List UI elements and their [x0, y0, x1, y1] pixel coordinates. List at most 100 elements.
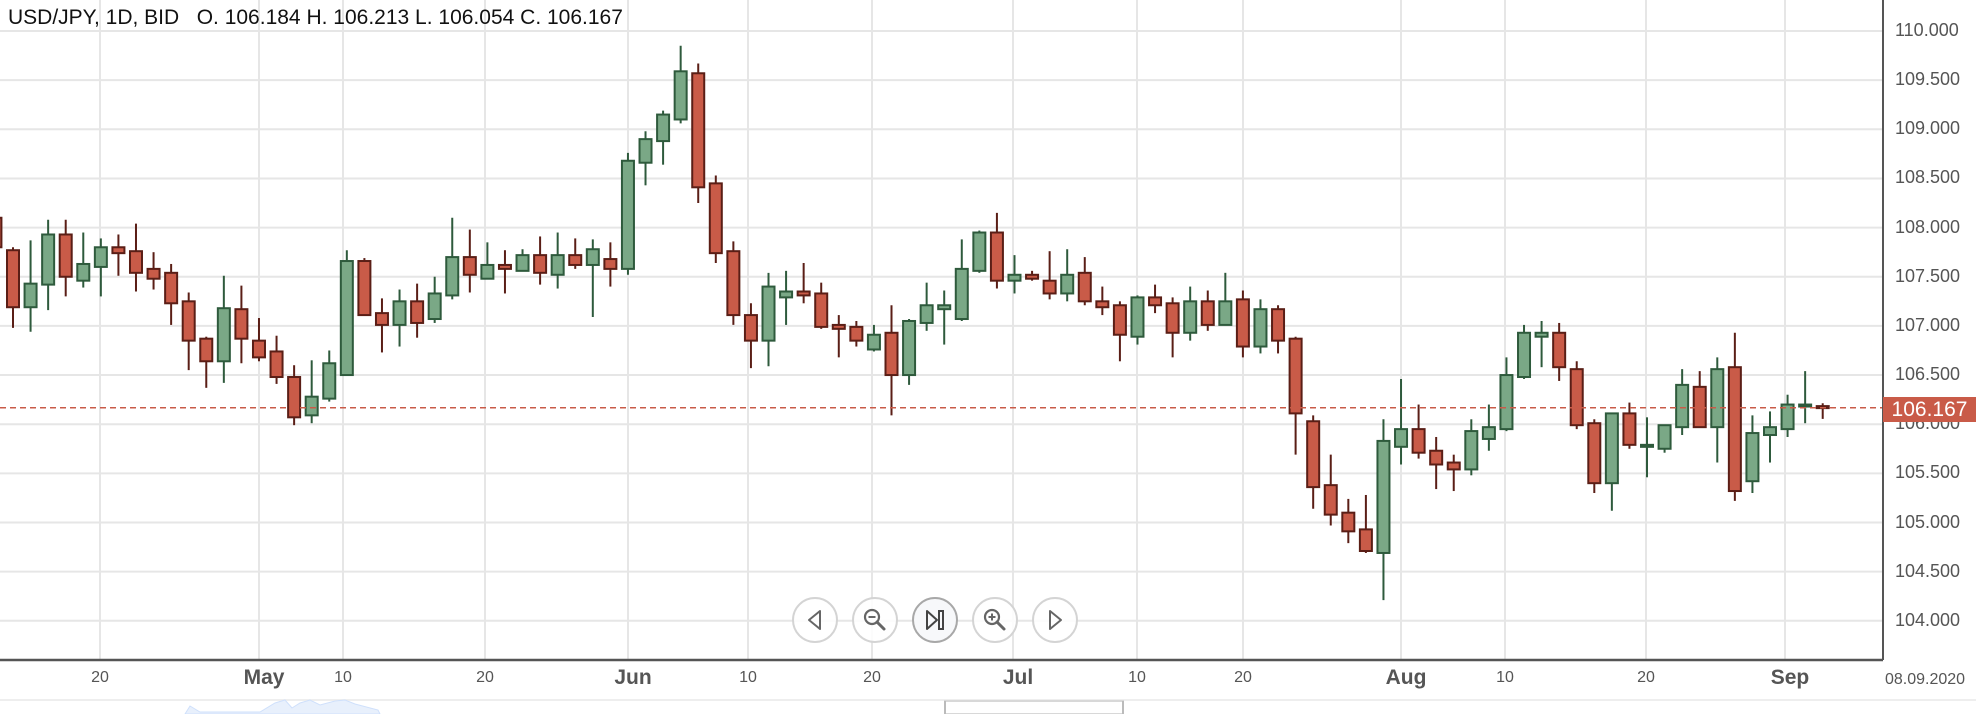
close-value: C. 106.167 — [520, 6, 623, 29]
candle-down — [1112, 304, 1127, 336]
candle-up — [937, 304, 952, 311]
candle-down — [269, 350, 284, 379]
candle-up — [902, 319, 917, 377]
candle-up — [392, 300, 407, 326]
x-axis-tick-label: 10 — [739, 669, 757, 686]
candle-down — [796, 290, 811, 297]
candle-down — [462, 256, 477, 276]
high-value: H. 106.213 — [306, 6, 410, 29]
candle-up — [1499, 374, 1514, 431]
candle-up — [620, 159, 635, 270]
candle-down — [6, 249, 20, 309]
y-axis-tick-label: 108.000 — [1895, 216, 1961, 237]
zoom-in-icon — [983, 608, 1006, 631]
candle-up — [1481, 426, 1496, 440]
candle-down — [814, 292, 829, 328]
candle-down — [726, 250, 741, 317]
candle-up — [1517, 331, 1532, 379]
y-axis-tick-label: 110.000 — [1895, 20, 1959, 40]
y-axis-tick-label: 104.500 — [1895, 560, 1961, 581]
candle-up — [656, 113, 671, 143]
candle-up — [638, 138, 653, 164]
candle-down — [1411, 428, 1426, 454]
candle-down — [234, 308, 249, 340]
candle-down — [1622, 412, 1637, 446]
candle-up — [445, 256, 460, 297]
candle-up — [1780, 403, 1795, 431]
candle-up — [1763, 426, 1777, 437]
low-value: L. 106.054 — [415, 6, 515, 29]
candle-up — [1007, 273, 1022, 282]
candle-up — [76, 262, 91, 282]
candle-up — [1604, 412, 1619, 485]
candle-up — [972, 231, 987, 272]
current-date-label: 08.09.2020 — [1885, 671, 1966, 688]
candle-down — [1077, 271, 1092, 303]
candle-down — [1727, 366, 1742, 493]
candle-down — [1025, 273, 1040, 280]
candle-up — [673, 70, 688, 121]
candle-down — [849, 325, 864, 342]
candle-down — [410, 300, 425, 324]
zoom-out-icon — [863, 608, 886, 631]
candle-down — [164, 271, 179, 305]
candle-up — [585, 248, 600, 266]
y-axis-tick-label: 104.000 — [1895, 609, 1961, 630]
candle-down — [199, 337, 214, 363]
candle-down — [146, 267, 161, 280]
candle-up — [954, 267, 969, 321]
y-axis-tick-label: 108.500 — [1895, 167, 1961, 188]
zoom-in-button[interactable] — [972, 597, 1018, 643]
candle-up — [1640, 443, 1655, 448]
candle-down — [1235, 298, 1250, 348]
y-axis-tick-label: 109.000 — [1895, 118, 1961, 139]
candle-up — [1376, 439, 1391, 554]
zoom-out-button[interactable] — [852, 597, 898, 643]
candle-up — [304, 395, 319, 417]
candle-up — [1183, 300, 1198, 334]
y-axis-tick-label: 105.000 — [1895, 511, 1961, 532]
candle-up — [322, 362, 337, 400]
candle-up — [1798, 403, 1813, 408]
x-axis-tick-label: 20 — [476, 669, 494, 686]
candle-down — [287, 376, 302, 419]
candle-down — [989, 231, 1004, 282]
triangle-right-icon — [1049, 610, 1062, 630]
x-axis-tick-label: 20 — [1637, 669, 1655, 686]
open-value: O. 106.184 — [196, 6, 301, 29]
navigator-window — [944, 700, 1124, 714]
candle-down — [1692, 385, 1707, 429]
candle-up — [23, 282, 38, 309]
x-axis-tick-label: 10 — [334, 669, 352, 686]
scroll-right-button[interactable] — [1032, 597, 1078, 643]
candle-down — [1323, 484, 1338, 516]
x-axis-tick-label: 10 — [1496, 669, 1514, 686]
candle-down — [0, 216, 3, 249]
candle-down — [1587, 422, 1602, 485]
candle-up — [1218, 300, 1233, 326]
candle-down — [1306, 420, 1321, 489]
candle-up — [1060, 273, 1075, 295]
candle-up — [216, 307, 231, 363]
candle-down — [708, 182, 723, 255]
candle-up — [339, 260, 354, 377]
candle-up — [1710, 368, 1725, 429]
x-axis-tick-label: Jul — [1002, 666, 1034, 689]
candle-up — [1130, 296, 1145, 338]
candle-down — [568, 254, 583, 266]
candle-down — [1095, 300, 1110, 309]
y-axis-tick-label: 105.500 — [1895, 462, 1961, 483]
x-axis-tick-label: 20 — [1234, 669, 1252, 686]
scroll-left-button[interactable] — [792, 597, 838, 643]
candle-up — [1394, 428, 1409, 448]
navigator-area — [184, 699, 381, 714]
go-to-latest-button[interactable] — [912, 597, 958, 643]
x-axis-tick-label: Sep — [1770, 666, 1810, 689]
candle-up — [41, 233, 56, 286]
candle-down — [1569, 368, 1584, 427]
triangle-left-icon — [808, 610, 821, 630]
x-axis-tick-label: 10 — [1128, 669, 1146, 686]
skip-to-end-icon — [926, 610, 944, 630]
candle-down — [497, 263, 512, 270]
candle-up — [1534, 331, 1549, 338]
